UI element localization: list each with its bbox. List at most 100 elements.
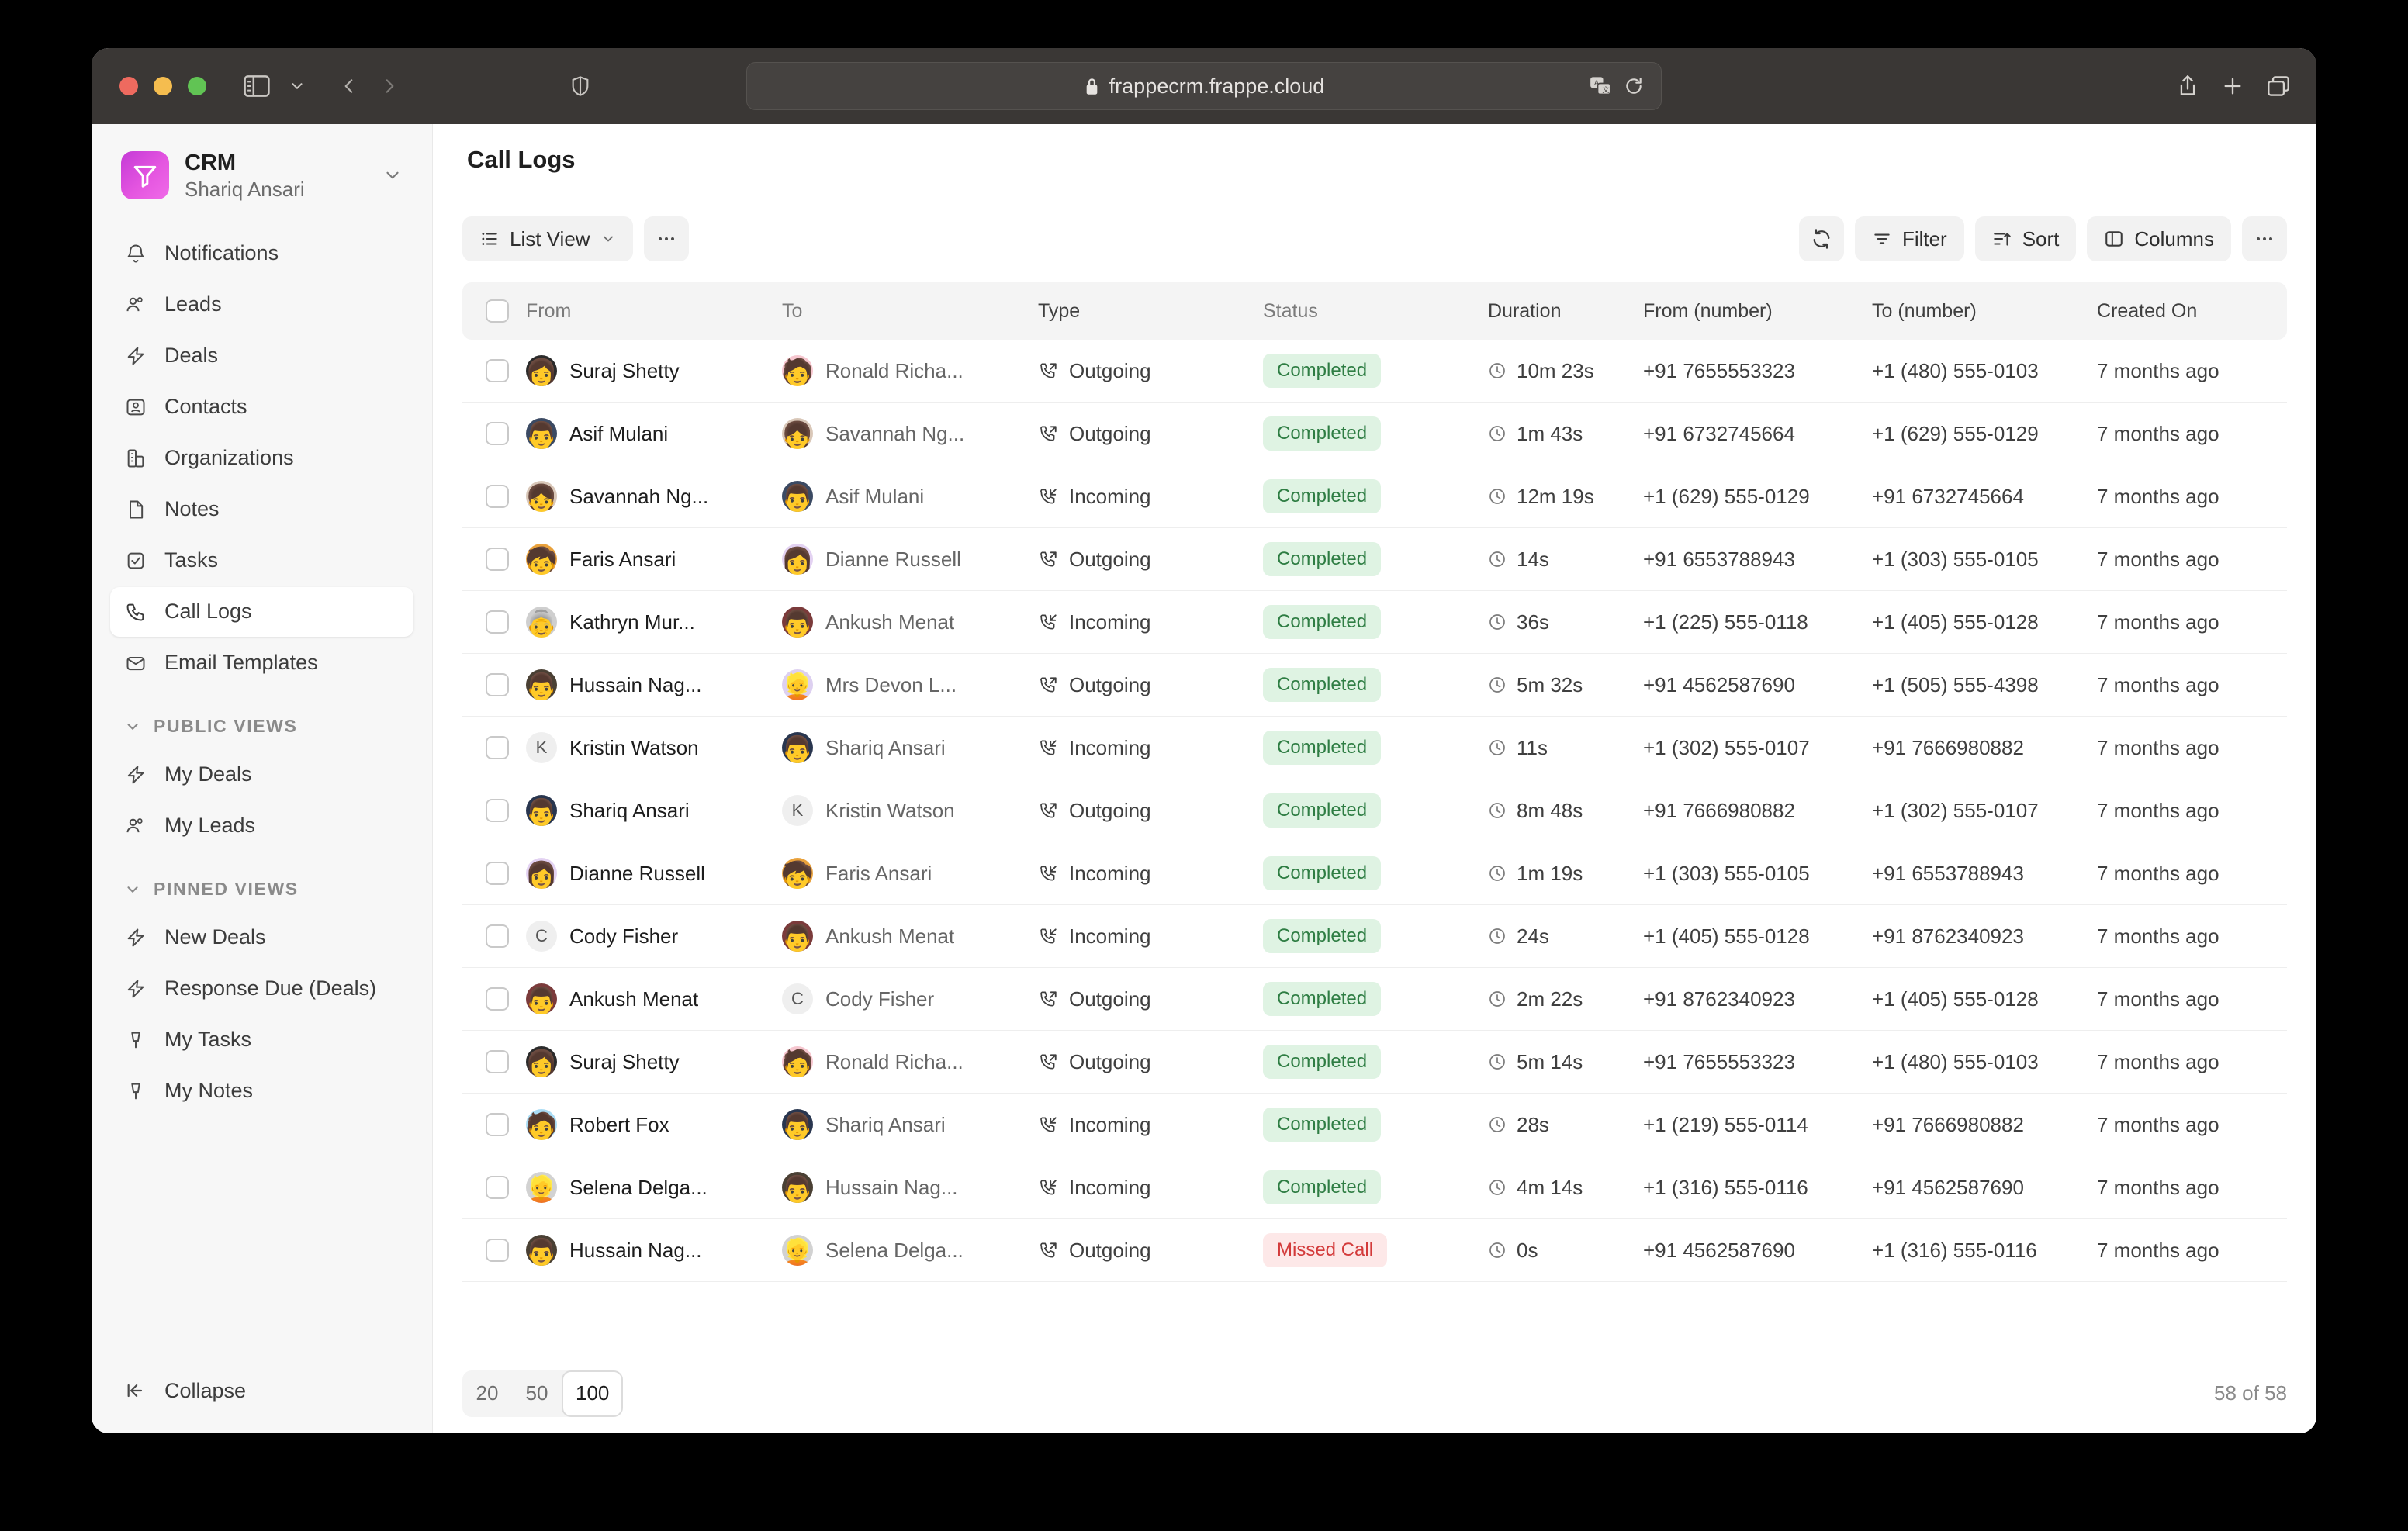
cell-type: Incoming (1038, 610, 1263, 634)
workspace-switcher[interactable]: CRM Shariq Ansari (110, 140, 413, 212)
sidebar-item-contacts[interactable]: Contacts (110, 382, 413, 432)
row-checkbox[interactable] (486, 799, 526, 822)
close-window-button[interactable] (119, 77, 138, 95)
from-name: Faris Ansari (569, 547, 676, 571)
row-checkbox[interactable] (486, 359, 526, 382)
sidebar-item-new-deals[interactable]: New Deals (110, 913, 413, 962)
share-icon[interactable] (2177, 74, 2199, 98)
sidebar-item-label: New Deals (164, 925, 266, 949)
row-checkbox[interactable] (486, 987, 526, 1011)
row-checkbox[interactable] (486, 1239, 526, 1262)
row-checkbox[interactable] (486, 422, 526, 445)
public-views-header[interactable]: PUBLIC VIEWS (110, 703, 413, 750)
filter-button[interactable]: Filter (1854, 216, 1964, 261)
type-label: Incoming (1069, 924, 1151, 948)
outgoing-call-icon (1038, 1052, 1058, 1072)
shield-icon[interactable] (562, 68, 598, 104)
table-row[interactable]: 👨 Asif Mulani 👧 Savannah Ng... Outgoing Co… (462, 403, 2287, 465)
column-header-to[interactable]: To (782, 299, 803, 322)
tab-overview-icon[interactable] (2267, 75, 2290, 97)
row-checkbox[interactable] (486, 1050, 526, 1073)
table-row[interactable]: 🧒 Faris Ansari 👩 Dianne Russell Outgoing C… (462, 528, 2287, 591)
row-checkbox[interactable] (486, 1113, 526, 1136)
cell-type: Outgoing (1038, 1050, 1263, 1074)
table-row[interactable]: C Cody Fisher 👨 Ankush Menat Incoming Comp… (462, 905, 2287, 968)
table-row[interactable]: K Kristin Watson 👨 Shariq Ansari Incoming … (462, 717, 2287, 779)
sidebar-item-my-leads[interactable]: My Leads (110, 801, 413, 851)
row-checkbox[interactable] (486, 862, 526, 885)
back-arrow-icon[interactable] (331, 68, 367, 104)
column-header-created-on[interactable]: Created On (2097, 299, 2198, 322)
table-row[interactable]: 👧 Savannah Ng... 👨 Asif Mulani Incoming Co… (462, 465, 2287, 528)
pinned-views-header[interactable]: PINNED VIEWS (110, 866, 413, 913)
table-row[interactable]: 👨 Shariq Ansari K Kristin Watson Outgoing … (462, 779, 2287, 842)
view-more-button[interactable] (643, 216, 689, 261)
sidebar-item-notifications[interactable]: Notifications (110, 229, 413, 278)
collapse-sidebar-button[interactable]: Collapse (110, 1365, 413, 1416)
column-header-from[interactable]: From (526, 299, 572, 322)
cell-to: 👱 Mrs Devon L... (782, 669, 1038, 700)
plus-icon[interactable] (2222, 75, 2244, 97)
cell-from-number: +91 8762340923 (1643, 987, 1795, 1011)
table-row[interactable]: 🧑 Robert Fox 👨 Shariq Ansari Incoming Comp… (462, 1094, 2287, 1156)
table-row[interactable]: 👱 Selena Delga... 👨 Hussain Nag... Incomin… (462, 1156, 2287, 1219)
row-checkbox[interactable] (486, 673, 526, 696)
sidebar-item-response-due-deals[interactable]: Response Due (Deals) (110, 964, 413, 1014)
chevron-down-icon[interactable] (279, 68, 315, 104)
sidebar-item-notes[interactable]: Notes (110, 485, 413, 534)
sidebar-item-my-tasks[interactable]: My Tasks (110, 1015, 413, 1065)
row-checkbox[interactable] (486, 610, 526, 634)
column-header-type[interactable]: Type (1038, 299, 1081, 322)
forward-arrow-icon[interactable] (372, 68, 407, 104)
sidebar-item-my-deals[interactable]: My Deals (110, 750, 413, 800)
table-row[interactable]: 👨 Hussain Nag... 👱 Selena Delga... Outgoin… (462, 1219, 2287, 1282)
page-size-20[interactable]: 20 (476, 1381, 499, 1405)
select-all-checkbox[interactable] (486, 299, 526, 323)
maximize-window-button[interactable] (188, 77, 206, 95)
table-row[interactable]: 👩 Suraj Shetty 🧑 Ronald Richa... Outgoing … (462, 340, 2287, 403)
incoming-call-icon (1038, 1177, 1058, 1197)
column-header-to-number[interactable]: To (number) (1872, 299, 1977, 322)
table-row[interactable]: 👩 Suraj Shetty 🧑 Ronald Richa... Outgoing … (462, 1031, 2287, 1094)
refresh-button[interactable] (1798, 216, 1844, 261)
column-header-from-number[interactable]: From (number) (1643, 299, 1773, 322)
minimize-window-button[interactable] (154, 77, 172, 95)
sidebar-item-leads[interactable]: Leads (110, 280, 413, 330)
more-actions-button[interactable] (2242, 216, 2287, 261)
row-checkbox[interactable] (486, 1176, 526, 1199)
sidebar-toggle-icon[interactable] (239, 68, 275, 104)
column-header-status[interactable]: Status (1263, 299, 1318, 322)
row-checkbox[interactable] (486, 736, 526, 759)
table-row[interactable]: 👨 Ankush Menat C Cody Fisher Outgoing Comp… (462, 968, 2287, 1031)
reload-icon[interactable] (1624, 76, 1644, 96)
to-name: Ronald Richa... (825, 358, 964, 382)
chevron-down-icon (124, 881, 141, 898)
table-row[interactable]: 👩 Dianne Russell 🧒 Faris Ansari Incoming C… (462, 842, 2287, 905)
sidebar-item-tasks[interactable]: Tasks (110, 536, 413, 586)
columns-button[interactable]: Columns (2087, 216, 2231, 261)
page-size-50[interactable]: 50 (525, 1381, 548, 1405)
sort-button[interactable]: Sort (1974, 216, 2077, 261)
table-row[interactable]: 👵 Kathryn Mur... 👨 Ankush Menat Incoming C… (462, 591, 2287, 654)
sidebar-item-my-notes[interactable]: My Notes (110, 1066, 413, 1116)
cell-to: 👧 Savannah Ng... (782, 418, 1038, 449)
sidebar-item-call-logs[interactable]: Call Logs (110, 586, 413, 637)
cell-created-on: 7 months ago (2097, 1049, 2219, 1073)
sidebar-item-deals[interactable]: Deals (110, 331, 413, 381)
row-checkbox[interactable] (486, 924, 526, 948)
page-size-100[interactable]: 100 (562, 1370, 624, 1417)
row-checkbox[interactable] (486, 485, 526, 508)
column-header-duration[interactable]: Duration (1488, 299, 1562, 322)
view-selector-button[interactable]: List View (462, 216, 633, 261)
to-name: Mrs Devon L... (825, 672, 957, 696)
chevron-down-icon[interactable] (382, 165, 403, 185)
to-name: Shariq Ansari (825, 1112, 946, 1136)
sidebar-item-email-templates[interactable]: Email Templates (110, 638, 413, 688)
cell-to: 👨 Asif Mulani (782, 481, 1038, 512)
sidebar-item-organizations[interactable]: Organizations (110, 434, 413, 483)
row-checkbox[interactable] (486, 548, 526, 571)
cell-to: K Kristin Watson (782, 795, 1038, 826)
table-row[interactable]: 👨 Hussain Nag... 👱 Mrs Devon L... Outgoing… (462, 654, 2287, 717)
